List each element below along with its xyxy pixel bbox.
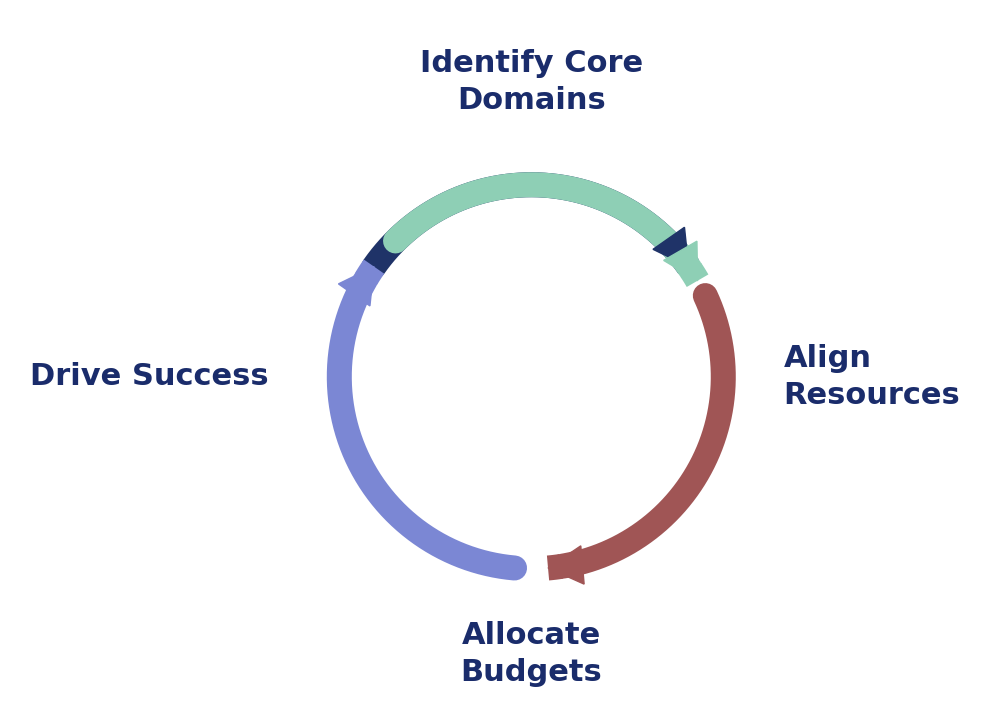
Text: Align
Resources: Align Resources (784, 344, 961, 410)
Polygon shape (653, 227, 688, 267)
Text: Drive Success: Drive Success (29, 362, 268, 392)
Polygon shape (548, 546, 584, 584)
Text: Identify Core
Domains: Identify Core Domains (419, 49, 643, 115)
Polygon shape (339, 267, 374, 306)
Polygon shape (663, 241, 698, 281)
Text: Allocate
Budgets: Allocate Budgets (461, 621, 602, 687)
